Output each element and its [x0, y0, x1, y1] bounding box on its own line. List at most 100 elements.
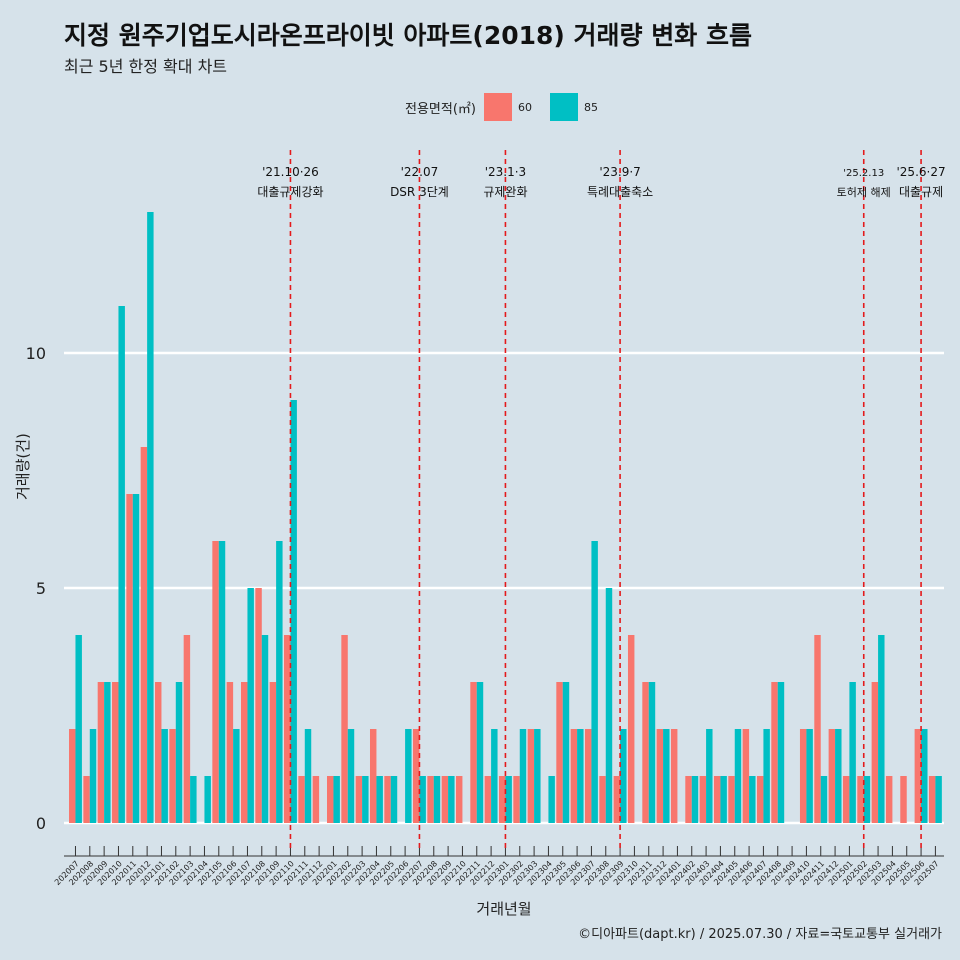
chart-subtitle: 최근 5년 한정 확대 차트 — [64, 57, 228, 76]
bar-60-202306 — [570, 729, 578, 823]
bar-60-202303 — [527, 729, 535, 823]
bar-60-202208 — [427, 776, 434, 823]
bar-85-202103 — [190, 776, 197, 823]
bar-60-202205 — [384, 776, 391, 823]
bar-85-202405 — [734, 729, 742, 823]
event-label: 토허제 해제 — [837, 185, 891, 199]
bar-60-202012 — [140, 447, 148, 823]
bar-85-202403 — [706, 729, 713, 823]
bar-60-202011 — [126, 494, 133, 823]
bar-60-202111 — [298, 776, 305, 823]
bar-60-202103 — [183, 635, 191, 823]
bar-85-202506 — [921, 729, 928, 823]
bar-60-202010 — [112, 682, 119, 823]
event-label: 특례대출축소 — [587, 185, 653, 199]
bar-85-202301 — [505, 776, 512, 823]
bar-85-202408 — [777, 682, 785, 823]
bar-60-202502 — [857, 776, 864, 823]
bar-85-202009 — [104, 682, 111, 823]
bar-60-202202 — [341, 635, 348, 823]
legend-label-85: 85 — [583, 100, 598, 114]
bar-60-202211 — [470, 682, 477, 823]
bar-60-202108 — [255, 588, 262, 823]
bar-85-202311 — [648, 682, 656, 823]
bar-60-202302 — [513, 776, 520, 823]
event-date: '23.1·3 — [485, 165, 526, 179]
bar-60-202507 — [928, 776, 936, 823]
bar-85-202406 — [749, 776, 756, 823]
bar-60-202203 — [355, 776, 363, 823]
bar-85-202503 — [878, 635, 885, 823]
event-date: '25.2.13 — [843, 168, 884, 179]
bar-60-202503 — [871, 682, 879, 823]
bar-85-202410 — [806, 729, 813, 823]
bar-60-202209 — [441, 776, 449, 823]
bar-60-202408 — [771, 682, 778, 823]
bar-85-202502 — [863, 776, 871, 823]
bar-60-202401 — [670, 729, 678, 823]
bar-85-202303 — [534, 729, 541, 823]
bar-60-202107 — [241, 682, 248, 823]
bar-60-202404 — [713, 776, 721, 823]
bar-60-202307 — [584, 729, 592, 823]
bar-60-202009 — [97, 682, 105, 823]
bar-85-202110 — [290, 400, 297, 823]
bar-60-202412 — [828, 729, 836, 823]
bar-60-202501 — [842, 776, 850, 823]
bar-60-202310 — [627, 635, 635, 823]
bar-60-202212 — [484, 776, 492, 823]
bar-60-202504 — [885, 776, 893, 823]
bar-60-202402 — [685, 776, 692, 823]
bar-85-202306 — [577, 729, 584, 823]
bar-60-202308 — [599, 776, 606, 823]
bar-60-202110 — [284, 635, 291, 823]
chart-title: 지정 원주기업도시라온프라이빗 아파트(2018) 거래량 변화 흐름 — [64, 21, 752, 50]
bar-85-202302 — [519, 729, 527, 823]
bar-60-202407 — [756, 776, 764, 823]
bar-60-202505 — [900, 776, 907, 823]
bar-85-202208 — [433, 776, 441, 823]
bar-85-202507 — [935, 776, 942, 823]
bar-85-202305 — [562, 682, 570, 823]
y-tick-label: 5 — [36, 579, 46, 598]
bar-85-202106 — [233, 729, 240, 823]
bar-85-202008 — [89, 729, 97, 823]
bar-85-202404 — [720, 776, 727, 823]
legend-swatch-60 — [483, 93, 512, 121]
event-label: 대출규제강화 — [257, 185, 323, 199]
bar-60-202101 — [155, 682, 162, 823]
bar-85-202101 — [161, 729, 168, 823]
bar-60-202405 — [728, 776, 735, 823]
bar-60-202008 — [83, 776, 90, 823]
bar-60-202312 — [656, 729, 664, 823]
bar-85-202007 — [75, 635, 82, 823]
event-date: '25.6·27 — [897, 165, 946, 179]
bar-60-202309 — [613, 776, 621, 823]
bar-60-202109 — [269, 682, 277, 823]
y-axis-label: 거래량(건) — [14, 433, 32, 500]
bar-85-202201 — [333, 776, 340, 823]
x-axis-label: 거래년월 — [476, 900, 531, 918]
legend: 전용면적(㎡) 60 85 — [405, 93, 608, 121]
y-tick-label: 0 — [36, 814, 46, 833]
bar-85-202212 — [491, 729, 498, 823]
bar-85-202402 — [691, 776, 699, 823]
legend-label-60: 60 — [517, 100, 532, 114]
bar-85-202411 — [820, 776, 828, 823]
legend-title: 전용면적(㎡) — [405, 101, 476, 117]
bar-60-202406 — [742, 729, 750, 823]
bar-60-202410 — [799, 729, 807, 823]
bar-60-202106 — [226, 682, 234, 823]
bar-85-202207 — [419, 776, 426, 823]
caption: ©디아파트(dapt.kr) / 2025.07.30 / 자료=국토교통부 실… — [578, 927, 942, 942]
legend-swatch-85 — [549, 93, 578, 121]
bar-60-202301 — [498, 776, 506, 823]
event-date: '21.10·26 — [262, 165, 319, 179]
bar-85-202204 — [376, 776, 383, 823]
y-tick-label: 10 — [26, 344, 46, 363]
event-label: 규제완화 — [483, 185, 527, 199]
bar-60-202102 — [169, 729, 176, 823]
bar-60-202411 — [814, 635, 821, 823]
bar-85-202205 — [390, 776, 398, 823]
